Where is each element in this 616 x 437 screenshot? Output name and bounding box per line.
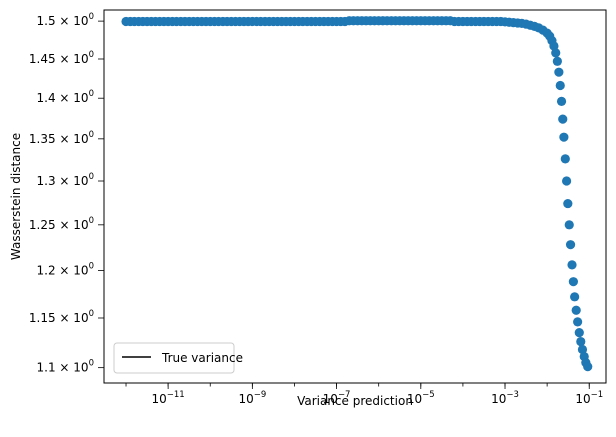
data-point — [565, 240, 576, 250]
x-tick-label: 10−9 — [238, 390, 266, 406]
y-tick-label: 1.25 × 100 — [29, 216, 94, 232]
y-tick-label: 1.4 × 100 — [37, 89, 94, 105]
data-point — [573, 317, 583, 327]
x-axis-ticks: 10−11 10−9 10−7 10−5 10−3 10−1 — [125, 383, 603, 406]
data-point — [549, 41, 559, 51]
data-point — [577, 344, 588, 355]
data-point — [570, 292, 580, 302]
data-point — [567, 260, 577, 270]
legend: True variance — [113, 342, 243, 374]
data-point — [583, 362, 593, 372]
legend-box — [113, 342, 235, 374]
y-tick-label: 1.3 × 100 — [37, 172, 94, 188]
data-point — [564, 220, 574, 230]
data-point — [559, 132, 569, 142]
x-tick-label: 10−11 — [152, 390, 185, 406]
data-point — [558, 114, 568, 124]
data-point — [556, 96, 567, 106]
y-tick-label: 1.35 × 100 — [29, 130, 94, 146]
data-point — [551, 48, 561, 58]
data-point — [555, 80, 565, 91]
x-tick-label: 10−1 — [575, 390, 603, 406]
y-axis-ticks: 1.5 × 100 1.45 × 100 1.4 × 100 1.35 × 100 1.… — [29, 12, 104, 375]
y-tick-label: 1.1 × 100 — [37, 359, 94, 375]
data-point — [576, 336, 586, 347]
x-axis-label: Variance prediction — [297, 394, 413, 408]
y-tick-label: 1.5 × 100 — [37, 12, 94, 28]
data-point — [563, 198, 573, 209]
y-tick-label: 1.15 × 100 — [29, 309, 94, 325]
x-tick-label: 10−3 — [491, 390, 519, 406]
plot-area-frame — [103, 9, 607, 384]
data-point — [552, 56, 562, 66]
data-point — [574, 328, 584, 338]
data-point — [560, 154, 570, 164]
x-tick-label: 10−7 — [323, 390, 351, 406]
y-axis-label: Wasserstein distance — [9, 133, 23, 260]
y-tick-label: 1.45 × 100 — [29, 50, 94, 66]
x-tick-label: 10−5 — [407, 390, 435, 406]
data-point — [568, 277, 578, 287]
legend-label: True variance — [161, 351, 243, 365]
data-point — [562, 176, 572, 186]
data-point — [571, 305, 581, 315]
data-points — [121, 16, 593, 372]
y-tick-label: 1.2 × 100 — [37, 261, 94, 277]
data-point — [554, 67, 564, 77]
